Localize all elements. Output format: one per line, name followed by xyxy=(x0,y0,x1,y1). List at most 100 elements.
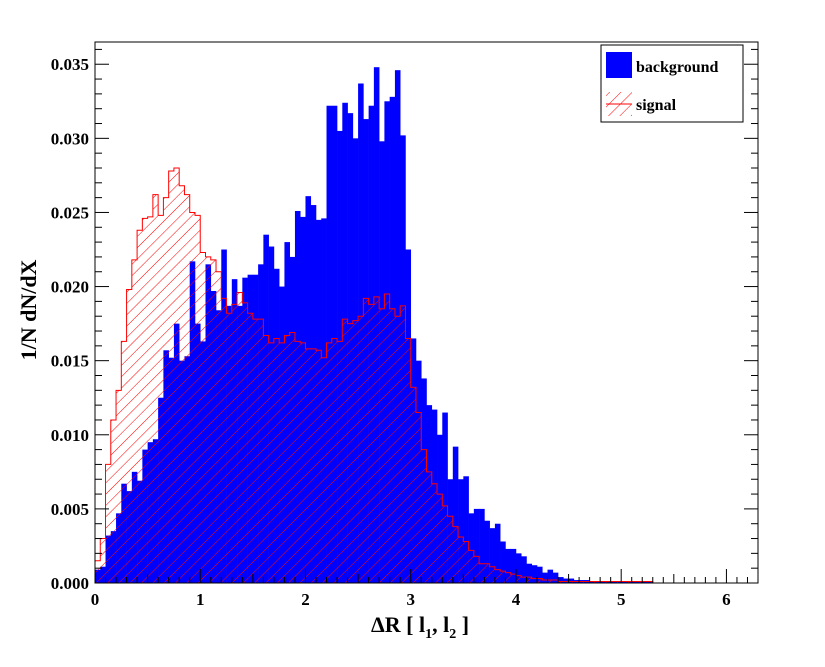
signal-bar xyxy=(131,259,138,583)
background-bar xyxy=(505,548,511,583)
plot-area xyxy=(95,67,654,583)
y-tick-label: 0.035 xyxy=(51,55,89,74)
signal-bar xyxy=(105,464,112,583)
background-bar xyxy=(484,520,490,583)
signal-bar xyxy=(415,412,422,583)
signal-bar xyxy=(463,541,469,583)
signal-bar xyxy=(589,581,596,583)
signal-bar xyxy=(252,319,259,583)
signal-bar xyxy=(121,341,127,583)
signal-bar xyxy=(452,526,459,583)
y-tick-label: 0.025 xyxy=(51,203,89,222)
background-bar xyxy=(463,476,469,583)
signal-bar xyxy=(542,580,548,583)
y-tick-label: 0.005 xyxy=(51,500,89,519)
x-tick-label: 3 xyxy=(406,590,415,609)
signal-bar xyxy=(515,575,522,583)
signal-bar xyxy=(152,194,159,583)
signal-bar xyxy=(231,304,238,583)
signal-series xyxy=(95,167,654,583)
signal-bar xyxy=(363,298,369,583)
signal-bar xyxy=(405,338,412,583)
signal-bar xyxy=(210,259,217,583)
signal-bar xyxy=(379,308,385,583)
y-tick-label: 0.030 xyxy=(51,129,89,148)
signal-bar xyxy=(479,563,485,583)
signal-bar xyxy=(521,577,527,583)
x-tick-label: 2 xyxy=(301,590,310,609)
signal-bar xyxy=(316,350,322,583)
signal-bar xyxy=(284,335,290,583)
background-bar xyxy=(563,578,569,583)
signal-bar xyxy=(552,580,559,583)
signal-bar xyxy=(226,313,233,583)
background-bar xyxy=(526,563,533,583)
signal-bar xyxy=(447,516,454,583)
signal-bar xyxy=(289,332,296,583)
signal-bar xyxy=(500,571,506,583)
background-bar xyxy=(452,446,459,583)
signal-bar xyxy=(373,296,380,583)
legend: background signal xyxy=(600,44,744,123)
background-bar xyxy=(489,528,496,583)
signal-bar xyxy=(573,581,580,583)
signal-bar xyxy=(184,194,191,583)
y-tick-label: 0.000 xyxy=(51,574,89,593)
signal-bar xyxy=(200,252,206,583)
background-bar xyxy=(568,578,575,583)
signal-bar xyxy=(384,293,390,583)
background-bar xyxy=(494,523,501,583)
x-axis: 0 1 2 3 4 5 6 xyxy=(91,569,748,609)
x-axis-title-main: ΔR [ l xyxy=(371,612,425,637)
y-tick-label: 0.020 xyxy=(51,278,89,297)
background-bar xyxy=(558,577,564,583)
signal-bar xyxy=(352,320,359,583)
x-axis-title-mid: , l xyxy=(432,612,449,637)
signal-bar xyxy=(537,578,543,583)
x-tick-label: 0 xyxy=(91,590,100,609)
signal-bar xyxy=(505,572,511,583)
signal-bar xyxy=(163,197,169,583)
signal-bar xyxy=(437,494,443,583)
signal-bar xyxy=(342,319,348,583)
signal-bar xyxy=(258,319,264,583)
signal-bar xyxy=(568,581,575,583)
signal-bar xyxy=(431,483,438,583)
signal-bar xyxy=(326,342,333,583)
signal-bar xyxy=(237,292,243,583)
x-axis-title: ΔR [ l1, l2 ] xyxy=(371,612,469,642)
background-bar xyxy=(473,508,480,583)
background-bar xyxy=(479,508,485,583)
background-bar xyxy=(521,556,527,583)
background-bar xyxy=(515,553,522,583)
signal-bar xyxy=(426,471,433,583)
y-tick-label: 0.015 xyxy=(51,352,89,371)
signal-bar xyxy=(205,256,212,583)
signal-bar xyxy=(642,581,648,583)
signal-bar xyxy=(410,387,417,583)
signal-bar xyxy=(547,580,554,583)
legend-label-signal: signal xyxy=(636,97,677,114)
signal-bar xyxy=(194,215,201,583)
signal-bar xyxy=(489,566,496,583)
background-bar xyxy=(537,566,543,583)
signal-bar xyxy=(321,357,327,583)
y-axis-title: 1/N dN/dX xyxy=(16,259,41,360)
signal-bar xyxy=(242,302,248,583)
x-tick-label: 5 xyxy=(617,590,626,609)
signal-bar xyxy=(158,215,164,583)
signal-bar xyxy=(442,505,448,583)
signal-bar xyxy=(221,298,227,583)
background-bar xyxy=(458,479,464,583)
signal-bar xyxy=(600,581,606,583)
signal-bar xyxy=(594,581,601,583)
signal-bar xyxy=(626,581,633,583)
x-tick-label: 1 xyxy=(196,590,205,609)
signal-bar xyxy=(458,537,464,583)
background-bar xyxy=(468,513,475,583)
signal-bar xyxy=(468,550,475,583)
plot-frame xyxy=(94,41,759,584)
signal-bar xyxy=(358,316,364,583)
signal-bar xyxy=(347,323,354,583)
